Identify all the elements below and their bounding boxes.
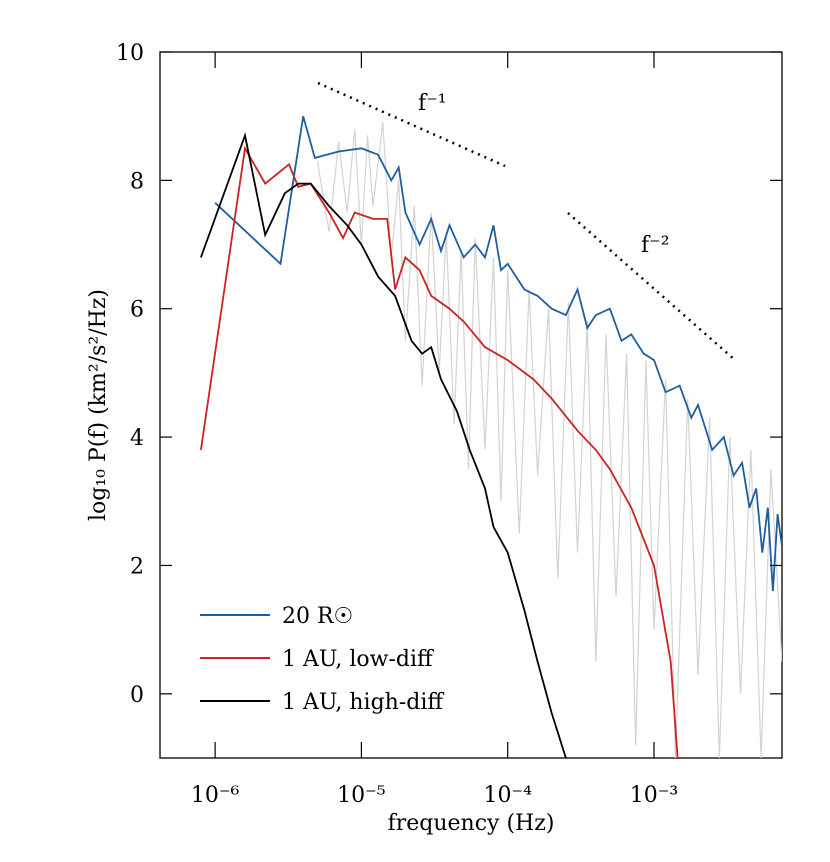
series-line (200, 145, 679, 758)
series-line (316, 122, 782, 758)
plot-frame (159, 51, 783, 759)
slope-guide (317, 81, 506, 168)
legend-label: 20 R☉ (282, 604, 353, 629)
x-axis-label: frequency (Hz) (388, 811, 555, 836)
legend-label: 1 AU, high-diff (282, 690, 444, 715)
series-line (200, 132, 567, 758)
y-tick-label: 6 (130, 298, 144, 323)
y-axis-label: log₁₀ P(f) (km²/s²/Hz) (86, 289, 111, 521)
x-tick-label: 10⁻⁵ (337, 783, 385, 808)
annotation: f⁻¹ (418, 91, 447, 116)
plot-area (200, 115, 782, 758)
x-tick-label: 10⁻⁶ (191, 783, 240, 808)
series-line (214, 115, 782, 592)
annotation: f⁻² (641, 233, 670, 258)
x-tick-label: 10⁻⁴ (483, 783, 532, 808)
legend-label: 1 AU, low-diff (282, 647, 434, 672)
y-tick-label: 2 (130, 554, 144, 579)
y-tick-label: 4 (130, 426, 144, 451)
x-tick-label: 10⁻³ (630, 783, 678, 808)
y-tick-label: 10 (116, 41, 144, 66)
y-tick-label: 0 (130, 683, 144, 708)
y-tick-label: 8 (130, 169, 144, 194)
